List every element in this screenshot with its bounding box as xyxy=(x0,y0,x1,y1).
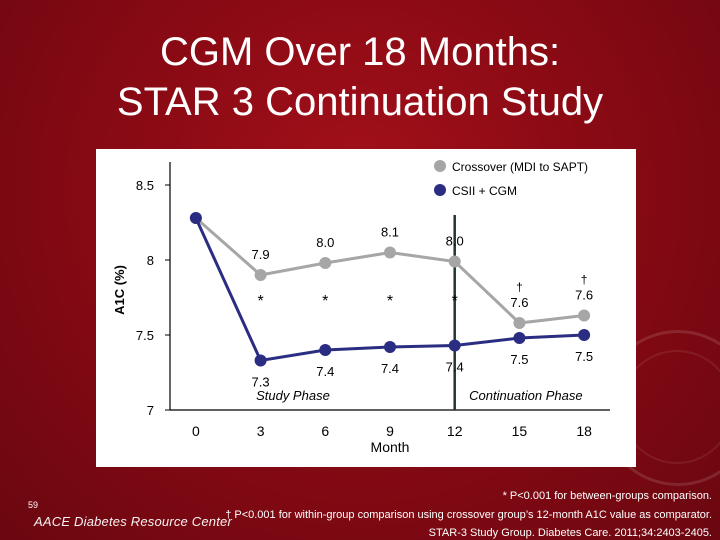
legend-crossover-marker xyxy=(434,160,446,172)
between-group-asterisk: * xyxy=(387,293,393,310)
x-tick-label: 12 xyxy=(447,423,463,439)
x-tick-label: 0 xyxy=(192,423,200,439)
crossover-point xyxy=(513,317,526,329)
csii-value-label: 7.3 xyxy=(252,375,270,390)
csii-value-label: 7.5 xyxy=(575,349,593,364)
between-group-asterisk: * xyxy=(452,293,458,310)
csii-point xyxy=(319,344,332,356)
slide-title-line1: CGM Over 18 Months: xyxy=(159,30,561,74)
x-tick-label: 15 xyxy=(512,423,528,439)
csii-value-label: 7.4 xyxy=(316,364,334,379)
legend-csii-label: CSII + CGM xyxy=(452,184,517,198)
crossover-point xyxy=(254,269,267,281)
phase-label: Study Phase xyxy=(256,388,330,403)
x-tick-label: 3 xyxy=(257,423,265,439)
y-axis-title: A1C (%) xyxy=(112,265,127,315)
footnote-within-group: † P<0.001 for within-group comparison us… xyxy=(225,509,712,521)
crossover-value-label: 8.1 xyxy=(381,225,399,240)
csii-point xyxy=(513,332,526,344)
y-tick-label: 8 xyxy=(147,253,154,268)
crossover-point xyxy=(448,255,461,268)
csii-point xyxy=(384,341,396,353)
between-group-asterisk: * xyxy=(322,293,328,310)
crossover-value-label: 8.0 xyxy=(316,235,334,250)
crossover-point xyxy=(384,246,396,259)
x-tick-label: 18 xyxy=(576,423,592,439)
chart-panel xyxy=(96,149,636,467)
aace-logo: AACE Diabetes Resource Center xyxy=(34,514,233,529)
y-tick-label: 8.5 xyxy=(136,178,154,193)
slide-number: 59 xyxy=(28,500,39,510)
x-tick-label: 9 xyxy=(386,423,394,439)
csii-value-label: 7.5 xyxy=(510,352,528,367)
legend-csii-marker xyxy=(434,184,446,196)
crossover-value-label: 8.0 xyxy=(446,234,464,249)
phase-label: Continuation Phase xyxy=(469,388,582,403)
footnote-between-groups: * P<0.001 for between-groups comparison. xyxy=(502,490,712,502)
y-tick-label: 7.5 xyxy=(136,328,154,343)
crossover-value-label: 7.6 xyxy=(575,288,593,303)
within-group-dagger: † xyxy=(581,273,588,287)
citation: STAR-3 Study Group. Diabetes Care. 2011;… xyxy=(428,527,712,539)
between-group-asterisk: * xyxy=(257,293,263,310)
crossover-point xyxy=(319,257,332,269)
csii-value-label: 7.4 xyxy=(446,360,464,375)
within-group-dagger: † xyxy=(516,280,523,294)
x-axis-title: Month xyxy=(371,439,410,455)
y-tick-label: 7 xyxy=(147,403,154,418)
slide-title-line2: STAR 3 Continuation Study xyxy=(116,80,604,124)
csii-point xyxy=(578,329,591,341)
csii-value-label: 7.4 xyxy=(381,361,399,376)
csii-point xyxy=(189,212,202,224)
crossover-value-label: 7.6 xyxy=(510,295,528,310)
crossover-value-label: 7.9 xyxy=(252,247,270,262)
crossover-point xyxy=(578,309,591,322)
csii-point xyxy=(254,354,267,367)
legend-crossover-label: Crossover (MDI to SAPT) xyxy=(452,160,588,174)
csii-point xyxy=(448,339,461,352)
x-tick-label: 6 xyxy=(321,423,329,439)
